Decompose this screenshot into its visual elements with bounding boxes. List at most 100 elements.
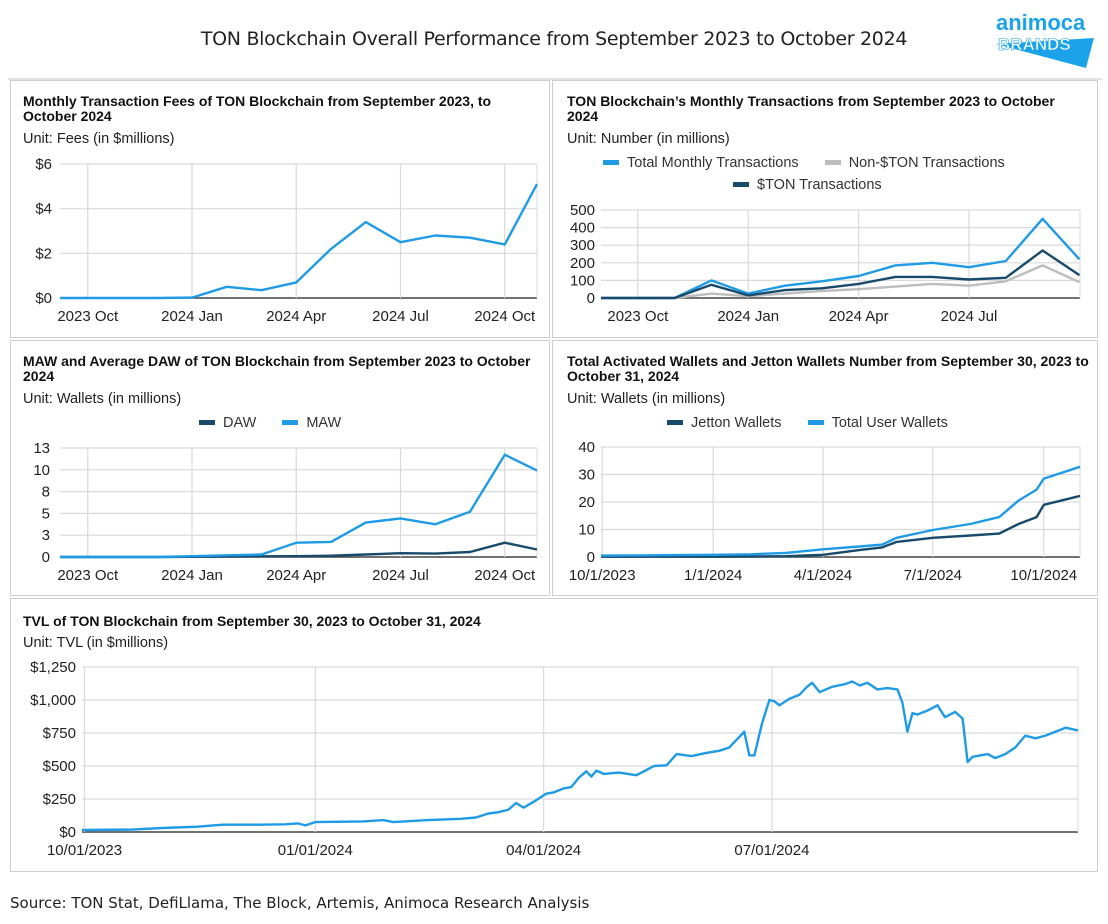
transactions-ytick-label: 300 [570, 237, 595, 254]
tvl-ytick-label: $1,000 [30, 692, 76, 709]
transactions-chart-title: TON Blockchain’s Monthly Transactions fr… [567, 93, 1055, 124]
legend-item-jetton: Jetton Wallets [667, 415, 782, 431]
fees-xtick-label: 2023 Oct [57, 308, 119, 325]
legend-swatch-non-ton [824, 159, 841, 165]
legend-swatch-ton [733, 181, 749, 187]
fees-ytick-label: $4 [35, 201, 52, 218]
wallets-xtick-label: 10/1/2024 [1010, 567, 1077, 584]
transactions-xtick-label: 2024 Jul [941, 308, 998, 325]
wallets-ytick-label: 30 [578, 467, 595, 484]
legend-swatch-total [603, 159, 619, 165]
tvl-series-tvl [81, 680, 1079, 832]
maw_daw-series-maw [60, 453, 538, 559]
transactions-series-non-ton-transactions [601, 264, 1080, 300]
fees-series-monthly-transaction-fees [60, 183, 539, 300]
maw_daw-xtick-label: 2024 Oct [474, 567, 536, 584]
maw_daw-plot: 0 3 5 8 10 13 2023 Oct 2024 Jan 2024 Apr 2024 Jul… [33, 440, 538, 584]
maw_daw-ytick-label: 10 [33, 462, 50, 479]
tvl-plot: $0 $250 $500 $750 $1,000 $1,250 10/01/2023 01/0… [30, 659, 1079, 859]
fees-xtick-label: 2024 Jan [161, 308, 223, 325]
transactions-chart-unit: Unit: Number (in millions) [567, 131, 730, 147]
logo-text-top: animoca [996, 10, 1086, 35]
tvl-ytick-label: $1,250 [30, 659, 76, 676]
maw_daw-xtick-label: 2024 Jan [161, 567, 223, 584]
legend-swatch-daw [199, 419, 215, 425]
wallets-ytick-label: 0 [587, 549, 595, 566]
tvl-ytick-label: $500 [43, 758, 76, 775]
transactions-ytick-label: 100 [570, 272, 595, 289]
maw_daw-series-daw [60, 541, 538, 559]
wallets-plot: 0 10 20 30 40 10/1/2023 1/1/2024 4/1/2024 7/1/20… [569, 439, 1081, 584]
legend-item-daw: DAW [199, 415, 256, 431]
fees-chart-title: Monthly Transaction Fees of TON Blockcha… [23, 93, 492, 124]
legend-swatch-maw [282, 419, 299, 425]
fees-ytick-label: $6 [35, 156, 52, 173]
tvl-xtick-label: 10/01/2023 [47, 842, 122, 859]
wallets-series-jetton-wallets [601, 494, 1081, 558]
maw_daw-xtick-label: 2024 Jul [372, 567, 429, 584]
wallets-legend: Jetton Wallets Total User Wallets [667, 415, 970, 431]
source-note: Source: TON Stat, DefiLlama, The Block, … [10, 894, 590, 912]
maw_daw-ytick-label: 0 [42, 549, 50, 566]
wallets-chart-unit: Unit: Wallets (in millions) [567, 391, 726, 407]
legend-swatch-jetton [667, 419, 683, 425]
fees-plot: $0 $2 $4 $6 2023 Oct 2024 Jan 2024 Apr 2024 Jul… [35, 156, 539, 325]
wallets-xtick-label: 7/1/2024 [904, 567, 962, 584]
transactions-xtick-label: 2024 Apr [829, 308, 889, 325]
tvl-xtick-label: 04/01/2024 [506, 842, 581, 859]
legend-item-total-user: Total User Wallets [807, 415, 948, 431]
legend-label-maw: MAW [306, 415, 342, 431]
wallets-ytick-label: 20 [578, 494, 595, 511]
transactions-ytick-label: 200 [570, 255, 595, 272]
legend-label-non-ton: Non-$TON Transactions [848, 155, 1005, 171]
wallets-ytick-label: 10 [578, 522, 595, 539]
logo-text-bottom: BRANDS [998, 35, 1071, 54]
fees-xtick-label: 2024 Apr [266, 308, 326, 325]
maw_daw-xtick-label: 2024 Apr [266, 567, 326, 584]
maw-daw-chart-title: MAW and Average DAW of TON Blockchain fr… [23, 353, 531, 384]
transactions-ytick-label: 400 [570, 220, 595, 237]
wallets-ytick-label: 40 [578, 439, 595, 456]
tvl-ytick-label: $250 [43, 791, 76, 808]
maw-daw-legend: DAW MAW [199, 415, 363, 431]
maw-daw-chart-unit: Unit: Wallets (in millions) [23, 391, 182, 407]
legend-item-ton: $TON Transactions [733, 177, 882, 193]
transactions-xtick-label: 2023 Oct [607, 308, 669, 325]
animoca-brands-logo: animoca BRANDS [996, 10, 1094, 68]
page-title: TON Blockchain Overall Performance from … [200, 28, 908, 50]
maw_daw-xtick-label: 2023 Oct [57, 567, 119, 584]
fees-xtick-label: 2024 Oct [474, 308, 536, 325]
tvl-xtick-label: 07/01/2024 [734, 842, 809, 859]
legend-label-jetton: Jetton Wallets [691, 415, 782, 431]
fees-ytick-label: $0 [35, 290, 52, 307]
legend-item-total: Total Monthly Transactions [603, 155, 799, 171]
legend-label-daw: DAW [223, 415, 257, 431]
legend-item-non-ton: Non-$TON Transactions [824, 155, 1005, 171]
transactions-ytick-label: 500 [570, 202, 595, 219]
fees-xtick-label: 2024 Jul [372, 308, 429, 325]
fees-ytick-label: $2 [35, 245, 52, 262]
logo-banner-shape [996, 38, 1094, 68]
tvl-chart-unit: Unit: TVL (in $millions) [23, 635, 169, 651]
transactions-legend: Total Monthly Transactions Non-$TON Tran… [603, 155, 1027, 171]
transactions-series-ton-transactions [601, 249, 1081, 300]
legend-item-maw: MAW [282, 415, 341, 431]
transactions-ytick-label: 0 [587, 290, 595, 307]
wallets-chart-title: Total Activated Wallets and Jetton Walle… [567, 353, 1089, 384]
wallets-xtick-label: 1/1/2024 [684, 567, 742, 584]
maw_daw-ytick-label: 8 [42, 484, 50, 501]
transactions-xtick-label: 2024 Jan [717, 308, 779, 325]
fees-chart-unit: Unit: Fees (in $millions) [23, 131, 175, 147]
legend-label-total-user: Total User Wallets [831, 415, 948, 431]
transactions-legend-row2: $TON Transactions [733, 177, 904, 193]
maw_daw-ytick-label: 13 [33, 440, 50, 457]
legend-label-ton: $TON Transactions [757, 177, 882, 193]
legend-swatch-total-user [807, 419, 824, 425]
tvl-chart-title: TVL of TON Blockchain from September 30,… [23, 613, 481, 629]
wallets-series-total-user-wallets [600, 465, 1081, 557]
tvl-ytick-label: $750 [43, 725, 76, 742]
legend-label-total: Total Monthly Transactions [627, 155, 799, 171]
tvl-ytick-label: $0 [59, 824, 76, 841]
